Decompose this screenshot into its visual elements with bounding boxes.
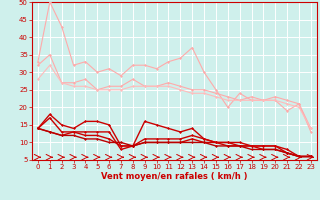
X-axis label: Vent moyen/en rafales ( km/h ): Vent moyen/en rafales ( km/h ) xyxy=(101,172,248,181)
